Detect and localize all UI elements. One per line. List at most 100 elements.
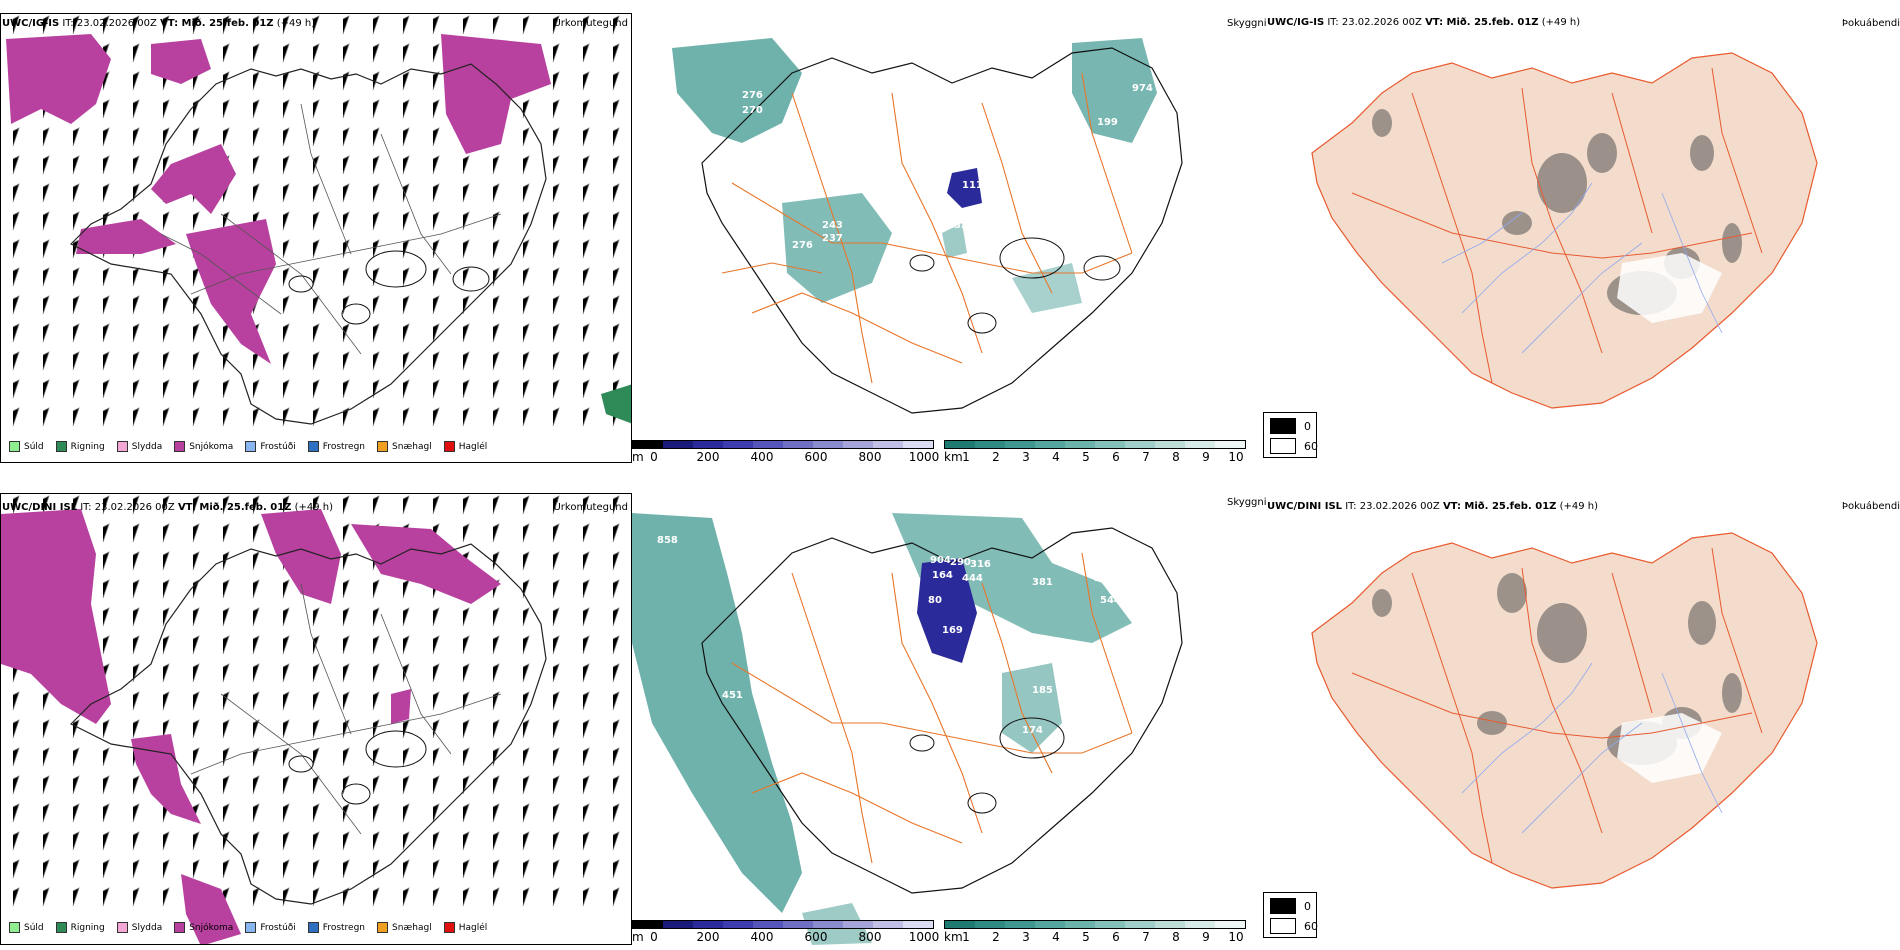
wind-barb [432, 803, 440, 823]
wind-barb [582, 691, 590, 711]
map-header: UWC/IG-IS IT: 23.02.2026 00Z VT: Mið. 25… [2, 18, 316, 29]
wind-barb [612, 99, 620, 119]
height-colorbar-unit: m [632, 930, 644, 944]
wind-barb [102, 551, 110, 571]
colorbar-segment [1155, 441, 1185, 448]
wind-barb [252, 71, 260, 91]
wind-barb [552, 71, 560, 91]
wind-barb [312, 127, 320, 147]
legend-label: Rigning [70, 441, 105, 452]
wind-barb [462, 523, 470, 543]
legend-swatch [377, 922, 389, 933]
wind-barb [342, 523, 350, 543]
wind-barb [72, 267, 80, 287]
wind-barb [12, 691, 20, 711]
colorbar-segment [783, 441, 813, 448]
wind-barb [342, 495, 350, 515]
wind-barb [252, 43, 260, 63]
legend-item: Frostúði [245, 922, 296, 933]
wind-barb [492, 15, 500, 35]
snow-area [76, 219, 176, 254]
height-colorbar-bar [632, 440, 934, 449]
wind-barb [522, 747, 530, 767]
wind-barb [132, 295, 140, 315]
wind-barb [612, 859, 620, 879]
visibility-area [632, 513, 802, 913]
wind-barb [582, 127, 590, 147]
colorbar-segment [1155, 921, 1185, 928]
colorbar-tick-label: 1 [962, 930, 970, 944]
legend-label: Snæhagl [392, 441, 432, 452]
wind-barb [282, 579, 290, 599]
wind-barb [522, 323, 530, 343]
cloud-base-label: 237 [822, 233, 843, 244]
cloud-base-label: 451 [722, 690, 743, 701]
cloud-base-label: 544 [1100, 595, 1121, 606]
wind-barb [342, 803, 350, 823]
wind-barb [432, 71, 440, 91]
fog-map-2: UWC/DINI ISL IT: 23.02.2026 00Z VT: Mið.… [1262, 493, 1900, 945]
legend-item: Snjókoma [174, 922, 233, 933]
wind-barb [612, 663, 620, 683]
wind-barb [462, 183, 470, 203]
wind-barb [342, 407, 350, 427]
wind-barb [252, 859, 260, 879]
wind-barb [42, 803, 50, 823]
wind-barb [192, 635, 200, 655]
wind-barb [552, 155, 560, 175]
wind-barb [342, 747, 350, 767]
wind-barb [12, 719, 20, 739]
wind-barb [12, 495, 20, 515]
wind-barb [162, 351, 170, 371]
wind-barb [582, 663, 590, 683]
colorbar-tick-label: 2 [992, 450, 1000, 463]
wind-barb [312, 211, 320, 231]
wind-barb [402, 71, 410, 91]
wind-barb [552, 379, 560, 399]
wind-barb [582, 887, 590, 907]
visibility-colorbar: 1 2 3 4 5 6 7 8 9 10 km [944, 440, 1246, 463]
iceland-outline [69, 543, 547, 905]
wind-barb [492, 663, 500, 683]
wind-barb [282, 775, 290, 795]
wind-barb [42, 267, 50, 287]
wind-barb [612, 183, 620, 203]
wind-barb [102, 803, 110, 823]
wind-barb [612, 43, 620, 63]
wind-barb [342, 183, 350, 203]
wind-barb [342, 267, 350, 287]
map-header: UWC/DINI ISL IT: 23.02.2026 00Z VT: Mið.… [1267, 501, 1599, 512]
wind-barb [432, 775, 440, 795]
wind-barb [72, 407, 80, 427]
legend-label: Frostúði [260, 441, 296, 452]
wind-barb [522, 379, 530, 399]
wind-barb [222, 43, 230, 63]
wind-barb [282, 323, 290, 343]
wind-barb [582, 719, 590, 739]
visibility-colorbar-unit: km [944, 930, 963, 944]
wind-barb [42, 155, 50, 175]
wind-barb [282, 43, 290, 63]
legend-swatch [377, 441, 389, 452]
wind-barb [402, 295, 410, 315]
wind-barb [312, 803, 320, 823]
wind-barb [552, 803, 560, 823]
visibility-map-svg-1: 276 270 974 199 111 243 237 276 233 [672, 38, 1183, 414]
colorbar-tick-label: 600 [804, 930, 828, 944]
cloud-base-label: 199 [1097, 117, 1118, 128]
map-header: UWC/DINI ISL IT: 23.02.2026 00Z VT: Mið.… [2, 502, 334, 513]
wind-barb [12, 859, 20, 879]
colorbar-segment [1125, 921, 1155, 928]
legend-swatch [307, 922, 319, 933]
wind-barb [342, 155, 350, 175]
cloud-base-label: 904 [930, 555, 951, 566]
panel-title-visibility: Skyggni [1227, 18, 1267, 29]
wind-barb [132, 407, 140, 427]
wind-barb [252, 803, 260, 823]
wind-barb [372, 775, 380, 795]
wind-barb [12, 239, 20, 259]
wind-barb [192, 523, 200, 543]
wind-barb [492, 831, 500, 851]
wind-barb [162, 295, 170, 315]
